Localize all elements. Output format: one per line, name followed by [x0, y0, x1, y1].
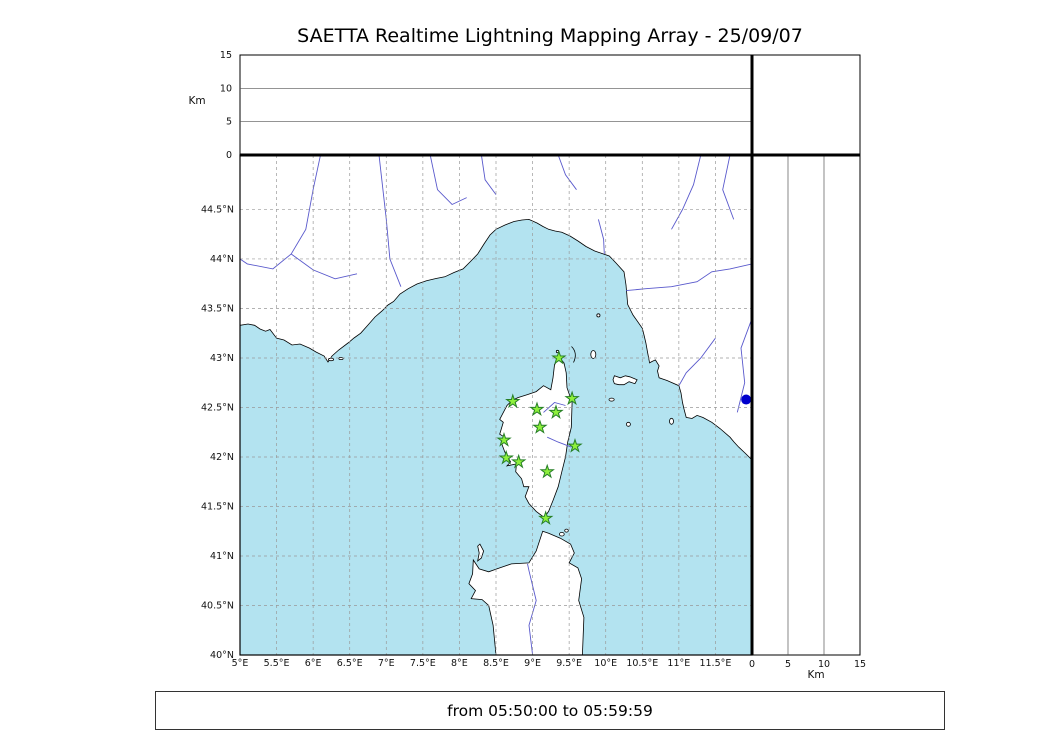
- markers: [496, 349, 752, 525]
- altitude-tick-label: 10: [818, 659, 830, 670]
- islet-outline: [571, 346, 576, 363]
- lat-tick-label: 41°N: [210, 551, 234, 562]
- maddalena-island: [564, 528, 569, 533]
- river: [527, 563, 537, 655]
- lat-tick-label: 43.5°N: [201, 303, 234, 314]
- lon-tick-label: 6°E: [305, 658, 322, 669]
- lon-tick-label: 11.5°E: [699, 658, 731, 669]
- montecristo-island: [625, 421, 631, 427]
- lat-tick-label: 40.5°N: [201, 600, 234, 611]
- river: [671, 155, 702, 230]
- lon-tick-label: 8.5°E: [483, 658, 509, 669]
- lat-tick-label: 44°N: [210, 254, 234, 265]
- station-star-marker: [505, 393, 521, 409]
- time-range-box: from 05:50:00 to 05:59:59: [155, 691, 945, 730]
- lat-tick-label: 42.5°N: [201, 402, 234, 413]
- corner-panel: [751, 54, 861, 156]
- altitude-tick-label: 10: [220, 83, 232, 94]
- axis-tick-labels: 5°E 5.5°E 6°E 6.5°E 7°E 7.5°E 8°E 8.5°E 9°E 9.5°E…: [201, 50, 866, 670]
- altitude-vs-latitude-panel: [751, 154, 861, 656]
- station-star-marker: [564, 390, 580, 406]
- station-star-marker: [538, 510, 554, 525]
- elba-island: [612, 375, 638, 386]
- lon-tick-label: 5°E: [232, 658, 249, 669]
- capraia-island: [590, 350, 597, 359]
- river: [597, 219, 605, 255]
- altitude-tick-label: 15: [220, 50, 232, 61]
- time-range-text: from 05:50:00 to 05:59:59: [447, 701, 653, 720]
- river: [626, 263, 752, 292]
- map-panel: [240, 155, 752, 655]
- river: [429, 155, 467, 206]
- lon-tick-label: 9.5°E: [556, 658, 582, 669]
- lon-tick-label: 7.5°E: [410, 658, 436, 669]
- lon-tick-label: 9°E: [524, 658, 541, 669]
- altitude-tick-label: 15: [854, 659, 866, 670]
- pianosa-island: [608, 397, 615, 402]
- landmasses: [240, 155, 752, 655]
- altitude-axis-unit-bottom: Km: [807, 669, 824, 681]
- river: [722, 155, 735, 220]
- lat-tick-label: 43°N: [210, 353, 234, 364]
- river: [557, 155, 577, 190]
- lightning-source-dot: [741, 394, 752, 405]
- corsica-coast: [499, 356, 573, 518]
- station-star-marker: [529, 401, 545, 416]
- lon-tick-label: 7°E: [378, 658, 395, 669]
- station-star-marker: [496, 431, 512, 447]
- river: [736, 318, 752, 413]
- station-star-marker: [567, 438, 583, 453]
- lon-tick-label: 11°E: [667, 658, 690, 669]
- lon-tick-label: 6.5°E: [337, 658, 363, 669]
- lon-tick-label: 10.5°E: [626, 658, 658, 669]
- altitude-vs-longitude-panel: [239, 54, 753, 156]
- rivers: [240, 155, 752, 655]
- station-star-marker: [551, 349, 567, 365]
- altitude-tick-label: 5: [226, 117, 232, 128]
- mainland-france-italy-coast: [240, 155, 752, 461]
- river: [678, 337, 716, 386]
- hyeres-island: [328, 357, 335, 362]
- station-star-marker: [539, 463, 555, 479]
- river: [378, 155, 402, 287]
- maddalena-island: [558, 532, 565, 537]
- map-gridlines: [240, 155, 752, 655]
- lon-tick-label: 5.5°E: [264, 658, 290, 669]
- altitude-tick-label: 0: [226, 150, 232, 161]
- station-star-marker: [548, 404, 564, 420]
- lat-tick-label: 44.5°N: [201, 204, 234, 215]
- giglio-island: [669, 417, 674, 425]
- lat-tick-label: 40°N: [210, 650, 234, 661]
- plot-title: SAETTA Realtime Lightning Mapping Array …: [297, 25, 803, 47]
- asinara-island: [477, 543, 485, 562]
- river: [290, 253, 358, 280]
- station-star-marker: [510, 453, 527, 469]
- sardinia-coast: [468, 530, 585, 655]
- river: [480, 155, 497, 195]
- lat-tick-label: 41.5°N: [201, 501, 234, 512]
- altitude-tick-label: 0: [749, 659, 755, 670]
- lat-tick-label: 42°N: [210, 452, 234, 463]
- river: [543, 402, 566, 413]
- altitude-axis-unit-left: Km: [188, 95, 205, 107]
- lon-tick-label: 10°E: [594, 658, 617, 669]
- station-star-marker: [532, 419, 548, 434]
- lon-tick-label: 8°E: [451, 658, 468, 669]
- river: [547, 436, 572, 448]
- altitude-tick-label: 5: [785, 659, 791, 670]
- gorgona-island: [596, 313, 601, 318]
- station-star-marker: [498, 449, 514, 465]
- altitude-panel-gridlines-right: [787, 155, 825, 655]
- altitude-panel-gridlines: [240, 87, 752, 123]
